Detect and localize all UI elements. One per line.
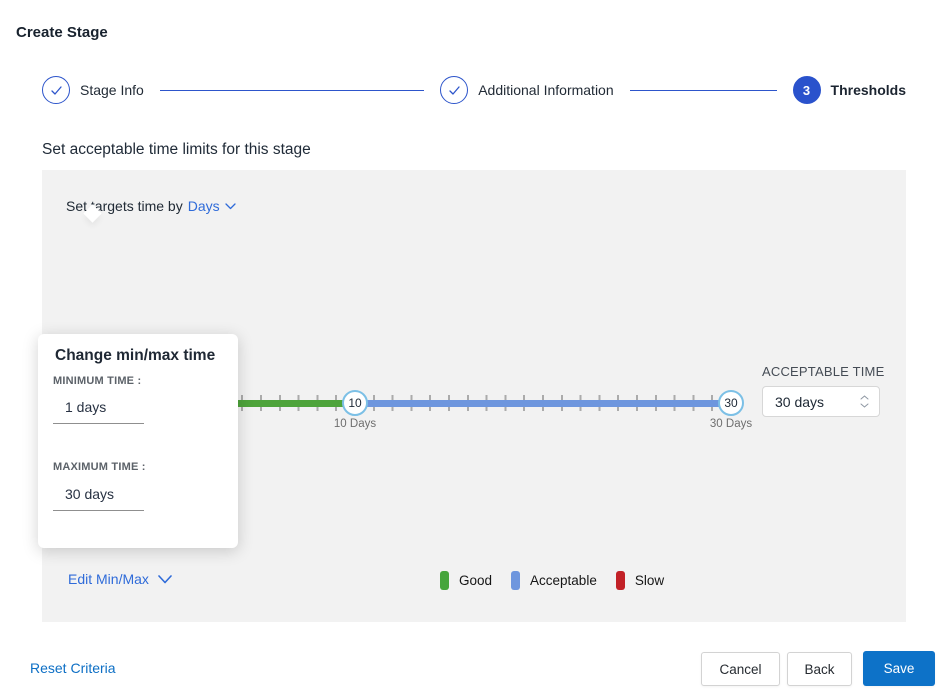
legend-label: Acceptable bbox=[530, 572, 597, 588]
section-heading: Set acceptable time limits for this stag… bbox=[42, 141, 311, 158]
targets-unit-value: Days bbox=[187, 198, 220, 214]
maximum-time-input[interactable]: 30 days bbox=[53, 478, 144, 511]
step-additional-information[interactable]: Additional Information bbox=[440, 76, 614, 104]
back-button[interactable]: Back bbox=[787, 652, 852, 686]
edit-minmax-label: Edit Min/Max bbox=[68, 571, 149, 587]
edit-minmax-link[interactable]: Edit Min/Max bbox=[68, 571, 172, 587]
maximum-time-label: MAXIMUM TIME : bbox=[53, 461, 146, 473]
popup-title: Change min/max time bbox=[55, 347, 216, 364]
minimum-time-value: 1 days bbox=[65, 399, 107, 415]
chevron-up-icon bbox=[860, 395, 869, 400]
slider-min-handle-label: 10 Days bbox=[333, 418, 377, 430]
legend-label: Good bbox=[459, 572, 493, 588]
stepper-connector bbox=[629, 89, 777, 91]
acceptable-time-input[interactable]: 30 days bbox=[762, 386, 880, 417]
slow-color-chip bbox=[615, 570, 625, 590]
minimum-time-label: MINIMUM TIME : bbox=[53, 375, 142, 387]
chevron-down-icon bbox=[158, 574, 172, 583]
slider-track-acceptable bbox=[355, 400, 732, 407]
status-legend: Good Acceptable Slow bbox=[440, 570, 664, 590]
legend-item-slow: Slow bbox=[615, 570, 665, 590]
acceptable-color-chip bbox=[511, 570, 521, 590]
step-complete-circle bbox=[42, 76, 70, 104]
slider-max-handle-label: 30 Days bbox=[709, 418, 753, 430]
slider-max-handle[interactable]: 30 bbox=[718, 390, 744, 416]
slider-min-handle[interactable]: 10 bbox=[342, 390, 368, 416]
step-label: Thresholds bbox=[830, 82, 906, 98]
legend-label: Slow bbox=[634, 572, 665, 588]
spinner-down-button[interactable] bbox=[860, 403, 869, 408]
step-current-circle: 3 bbox=[792, 76, 821, 104]
targets-unit-dropdown[interactable]: Days bbox=[188, 198, 236, 214]
step-number: 3 bbox=[802, 82, 811, 98]
change-minmax-popup: Change min/max time MINIMUM TIME : 1 day… bbox=[38, 334, 238, 548]
spinner-up-button[interactable] bbox=[860, 395, 869, 400]
cancel-button[interactable]: Cancel bbox=[701, 652, 780, 686]
check-icon bbox=[449, 85, 460, 95]
acceptable-time-value: 30 days bbox=[775, 393, 825, 410]
acceptable-time-spinner bbox=[860, 395, 879, 408]
step-label: Stage Info bbox=[80, 82, 144, 98]
step-stage-info[interactable]: Stage Info bbox=[42, 76, 144, 104]
check-icon bbox=[50, 85, 62, 95]
reset-criteria-link[interactable]: Reset Criteria bbox=[30, 660, 116, 676]
step-thresholds[interactable]: 3 Thresholds bbox=[792, 76, 906, 104]
page-title: Create Stage bbox=[16, 24, 108, 41]
chevron-down-icon bbox=[860, 403, 869, 408]
acceptable-time-label: ACCEPTABLE TIME bbox=[762, 364, 885, 379]
stepper-connector bbox=[159, 89, 425, 91]
legend-item-acceptable: Acceptable bbox=[511, 570, 597, 590]
minimum-time-input[interactable]: 1 days bbox=[53, 391, 144, 424]
step-complete-circle bbox=[440, 76, 469, 104]
slider-track-good bbox=[166, 400, 355, 407]
chevron-down-icon bbox=[224, 202, 236, 209]
legend-item-good: Good bbox=[440, 570, 493, 590]
good-color-chip bbox=[440, 570, 449, 590]
step-label: Additional Information bbox=[478, 82, 614, 98]
save-button[interactable]: Save bbox=[863, 651, 935, 686]
wizard-stepper: Stage Info Additional Information 3 Thre… bbox=[42, 76, 906, 104]
maximum-time-value: 30 days bbox=[65, 486, 115, 502]
